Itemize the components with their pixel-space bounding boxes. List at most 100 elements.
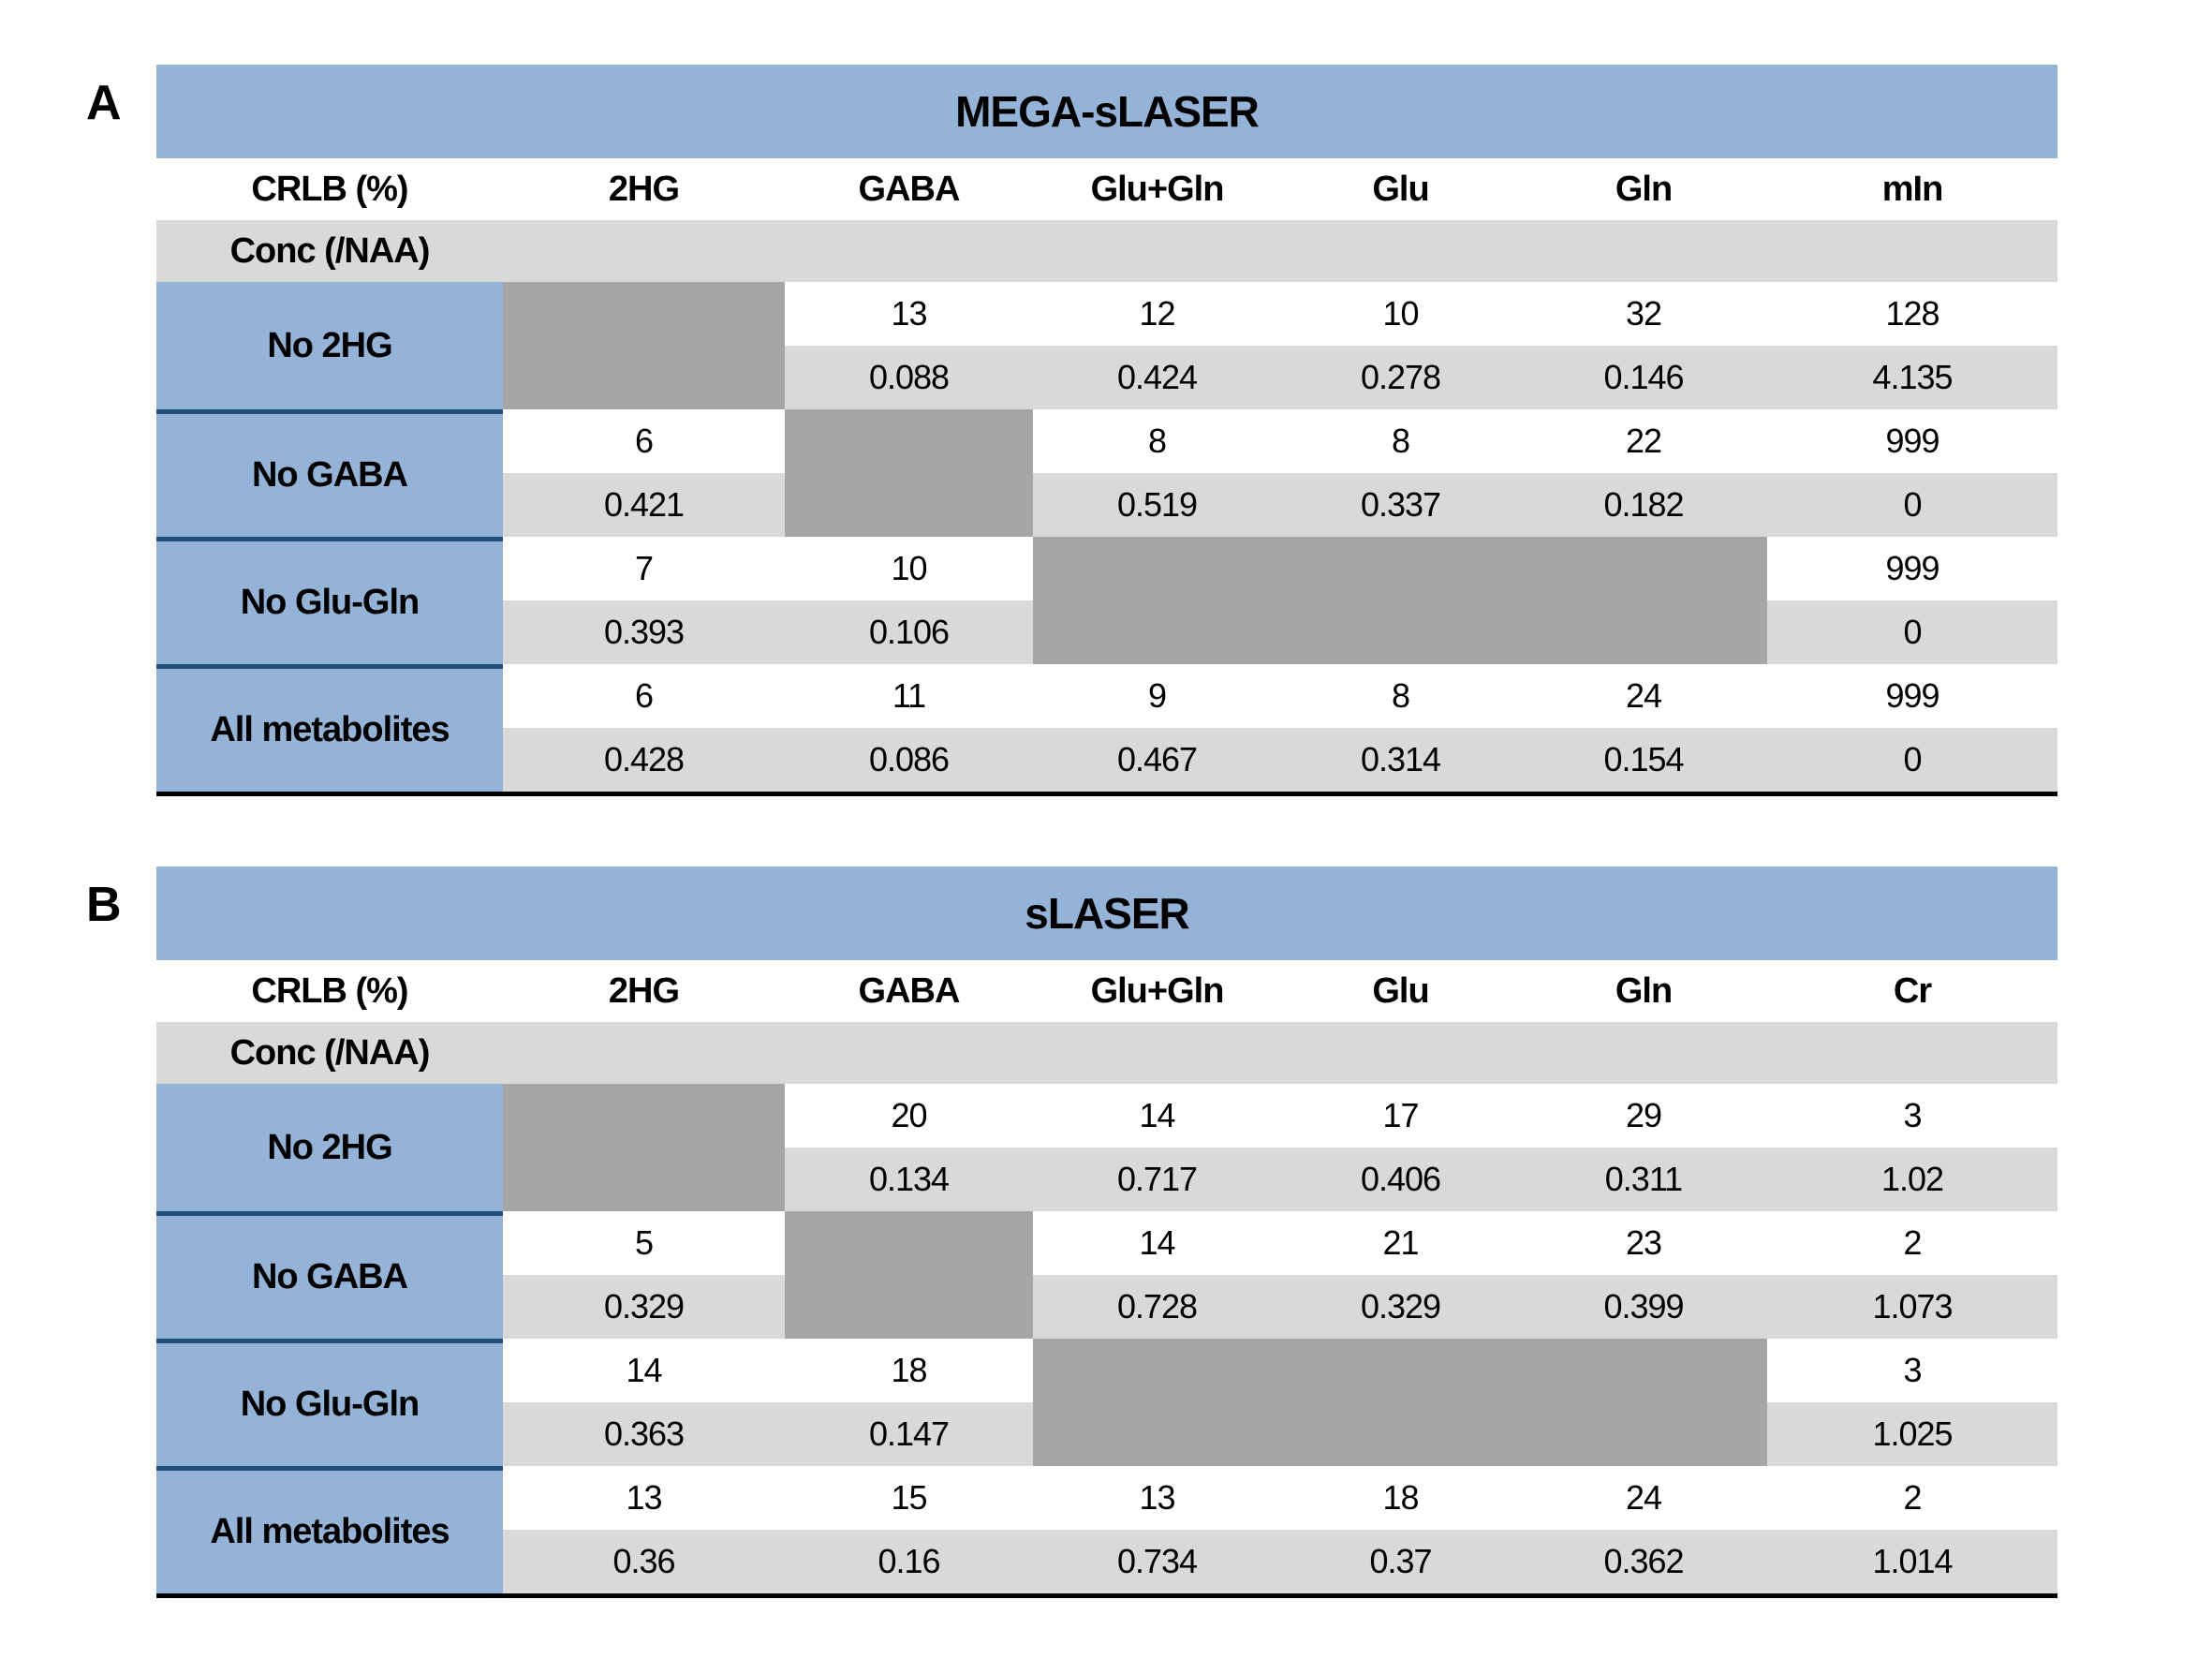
crlb-cell: 8 [1281, 409, 1520, 473]
crlb-cell: 8 [1033, 409, 1281, 473]
crlb-cell: 14 [503, 1339, 785, 1402]
conc-cell: 0.314 [1281, 728, 1520, 792]
crlb-cell: 10 [785, 537, 1033, 600]
column-header-glugln: Glu+Gln [1033, 158, 1281, 220]
crlb-header: CRLB (%) [156, 960, 503, 1022]
crlb-cell: 6 [503, 664, 785, 728]
row-group-label: No 2HG [156, 1084, 503, 1211]
conc-cell: 0.36 [503, 1530, 785, 1593]
table-b-title: sLASER [156, 867, 2057, 960]
excluded-cell [503, 282, 785, 409]
column-header-2hg: 2HG [503, 960, 785, 1022]
table-a-grid: CRLB (%) 2HG GABA Glu+Gln Glu Gln mIn Co… [156, 158, 2057, 796]
excluded-cell [1033, 537, 1767, 664]
crlb-cell: 2 [1767, 1211, 2057, 1275]
excluded-cell [503, 1084, 785, 1211]
crlb-cell: 17 [1281, 1084, 1520, 1148]
excluded-cell [785, 409, 1033, 537]
crlb-cell: 3 [1767, 1084, 2057, 1148]
crlb-cell: 10 [1281, 282, 1520, 346]
conc-cell: 0.311 [1520, 1148, 1767, 1211]
crlb-cell: 15 [785, 1466, 1033, 1530]
conc-cell: 0.182 [1520, 473, 1767, 537]
crlb-cell: 5 [503, 1211, 785, 1275]
crlb-cell: 32 [1520, 282, 1767, 346]
column-header-glu: Glu [1281, 960, 1520, 1022]
conc-cell: 1.025 [1767, 1402, 2057, 1466]
crlb-cell: 13 [503, 1466, 785, 1530]
conc-cell: 0 [1767, 600, 2057, 664]
conc-cell: 0.329 [1281, 1275, 1520, 1339]
crlb-cell: 999 [1767, 664, 2057, 728]
crlb-cell: 14 [1033, 1084, 1281, 1148]
conc-cell: 0.37 [1281, 1530, 1520, 1593]
row-group-label: No 2HG [156, 282, 503, 409]
mega-slaser-table: MEGA-sLASER CRLB (%) 2HG GABA Glu+Gln Gl… [156, 65, 2057, 796]
crlb-cell: 23 [1520, 1211, 1767, 1275]
conc-cell: 0.728 [1033, 1275, 1281, 1339]
conc-cell: 0.278 [1281, 346, 1520, 409]
conc-cell: 0.329 [503, 1275, 785, 1339]
conc-cell: 0.399 [1520, 1275, 1767, 1339]
crlb-cell: 18 [785, 1339, 1033, 1402]
conc-cell: 0.467 [1033, 728, 1281, 792]
crlb-cell: 8 [1281, 664, 1520, 728]
row-group-label: No GABA [156, 409, 503, 537]
row-group-label: No Glu-Gln [156, 1339, 503, 1466]
column-header-min: mIn [1767, 158, 2057, 220]
crlb-cell: 11 [785, 664, 1033, 728]
row-group-label: No Glu-Gln [156, 537, 503, 664]
conc-cell: 0.734 [1033, 1530, 1281, 1593]
panel-a-label: A [86, 76, 122, 130]
crlb-cell: 20 [785, 1084, 1033, 1148]
crlb-cell: 13 [785, 282, 1033, 346]
conc-header: Conc (/NAA) [156, 220, 503, 282]
conc-cell: 0.717 [1033, 1148, 1281, 1211]
conc-cell: 1.073 [1767, 1275, 2057, 1339]
crlb-cell: 7 [503, 537, 785, 600]
column-header-cr: Cr [1767, 960, 2057, 1022]
row-group-label: No GABA [156, 1211, 503, 1339]
conc-cell: 0.428 [503, 728, 785, 792]
crlb-cell: 24 [1520, 664, 1767, 728]
conc-cell: 1.02 [1767, 1148, 2057, 1211]
crlb-cell: 2 [1767, 1466, 2057, 1530]
conc-cell: 0.406 [1281, 1148, 1520, 1211]
table-a-title: MEGA-sLASER [156, 65, 2057, 158]
column-header-gaba: GABA [785, 158, 1033, 220]
conc-header: Conc (/NAA) [156, 1022, 503, 1084]
conc-cell: 0.146 [1520, 346, 1767, 409]
crlb-cell: 999 [1767, 409, 2057, 473]
conc-cell: 0 [1767, 728, 2057, 792]
column-header-gaba: GABA [785, 960, 1033, 1022]
conc-band-spacer [503, 1022, 2057, 1084]
column-header-gln: Gln [1520, 960, 1767, 1022]
conc-cell: 0.16 [785, 1530, 1033, 1593]
row-group-label: All metabolites [156, 1466, 503, 1593]
crlb-cell: 14 [1033, 1211, 1281, 1275]
column-header-2hg: 2HG [503, 158, 785, 220]
conc-cell: 0.519 [1033, 473, 1281, 537]
conc-cell: 1.014 [1767, 1530, 2057, 1593]
conc-cell: 4.135 [1767, 346, 2057, 409]
conc-cell: 0.088 [785, 346, 1033, 409]
conc-cell: 0.106 [785, 600, 1033, 664]
crlb-cell: 9 [1033, 664, 1281, 728]
conc-cell: 0.337 [1281, 473, 1520, 537]
conc-cell: 0.424 [1033, 346, 1281, 409]
conc-cell: 0.363 [503, 1402, 785, 1466]
row-group-label: All metabolites [156, 664, 503, 792]
column-header-gln: Gln [1520, 158, 1767, 220]
crlb-cell: 6 [503, 409, 785, 473]
crlb-cell: 18 [1281, 1466, 1520, 1530]
table-b-grid: CRLB (%) 2HG GABA Glu+Gln Glu Gln Cr Con… [156, 960, 2057, 1598]
excluded-cell [1033, 1339, 1767, 1466]
crlb-cell: 128 [1767, 282, 2057, 346]
excluded-cell [785, 1211, 1033, 1339]
conc-band-spacer [503, 220, 2057, 282]
crlb-cell: 3 [1767, 1339, 2057, 1402]
crlb-cell: 13 [1033, 1466, 1281, 1530]
column-header-glu: Glu [1281, 158, 1520, 220]
slaser-table: sLASER CRLB (%) 2HG GABA Glu+Gln Glu Gln… [156, 867, 2057, 1598]
